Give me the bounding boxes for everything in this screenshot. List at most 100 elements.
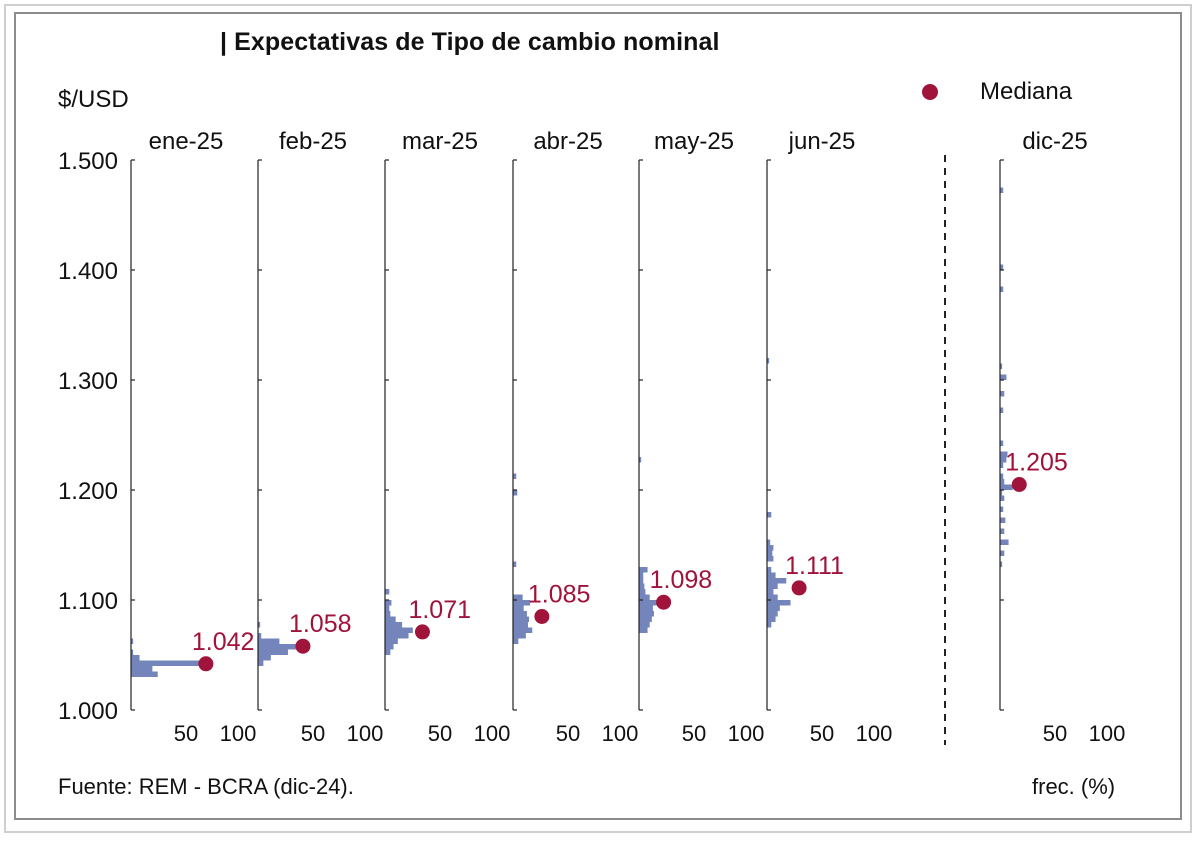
- y-tick-label: 1.300: [58, 368, 118, 395]
- legend-median-marker: [922, 84, 938, 100]
- histogram-bar: [639, 594, 650, 600]
- y-axis-label: $/USD: [58, 86, 129, 113]
- histogram-bar: [258, 638, 280, 644]
- x-tick-label: 100: [602, 721, 639, 746]
- histogram-bar: [767, 358, 770, 364]
- histogram-bar: [767, 578, 787, 584]
- median-label: 1.042: [192, 628, 255, 656]
- histogram-bar: [513, 561, 517, 567]
- histogram-bar: [767, 600, 791, 606]
- histogram-bar: [1000, 506, 1004, 512]
- histogram-bar: [258, 660, 264, 666]
- histogram-bar: [639, 567, 648, 573]
- histogram-bar: [258, 633, 262, 639]
- histogram-bar: [767, 512, 772, 518]
- histogram-bar: [639, 605, 653, 611]
- histogram-bar: [1000, 457, 1007, 463]
- panel-title: feb-25: [279, 128, 347, 155]
- histogram-bar: [513, 473, 517, 479]
- histogram-bar: [385, 627, 413, 633]
- y-tick-label: 1.500: [58, 148, 118, 175]
- y-tick-label: 1.000: [58, 698, 118, 725]
- histogram-bar: [1000, 363, 1003, 369]
- histogram-bar: [1000, 528, 1005, 534]
- histogram-bar: [131, 655, 140, 661]
- histogram-bar: [258, 622, 261, 628]
- histogram-bar: [767, 572, 776, 578]
- median-point: [791, 580, 807, 596]
- median-point: [534, 609, 550, 624]
- histogram-bar: [1000, 517, 1006, 523]
- histogram-bar: [513, 594, 523, 600]
- histogram-bar: [639, 572, 644, 578]
- histogram-bar: [385, 616, 396, 622]
- median-label: 1.085: [528, 581, 591, 609]
- histogram-bar: [513, 622, 528, 628]
- chart-title: | Expectativas de Tipo de cambio nominal: [220, 28, 720, 56]
- x-tick-label: 50: [682, 721, 706, 746]
- x-tick-label: 50: [1043, 721, 1067, 746]
- histogram-bar: [639, 589, 646, 595]
- histogram-bar: [1000, 484, 1013, 490]
- x-tick-label: 100: [856, 721, 893, 746]
- median-point: [295, 638, 311, 654]
- legend-median-label: Mediana: [980, 78, 1073, 105]
- histogram-bar: [513, 490, 518, 496]
- histogram-bar: [1000, 407, 1004, 413]
- histogram-bar: [639, 583, 645, 589]
- outer-frame: [4, 4, 1192, 833]
- x-tick-label: 50: [556, 721, 580, 746]
- y-tick-label: 1.200: [58, 478, 118, 505]
- median-label: 1.071: [408, 596, 471, 624]
- histogram-bar: [258, 649, 288, 655]
- histogram-bar: [1000, 187, 1004, 193]
- histogram-bar: [513, 633, 526, 639]
- histogram-bar: [767, 583, 778, 589]
- histogram-bar: [767, 550, 773, 556]
- histogram-bar: [131, 638, 134, 644]
- panel-title: may-25: [654, 128, 734, 155]
- histogram-bar: [385, 638, 398, 644]
- panel-title: ene-25: [149, 128, 224, 155]
- histogram-bar: [767, 567, 772, 573]
- x-tick-label: 100: [220, 721, 257, 746]
- source-note: Fuente: REM - BCRA (dic-24).: [58, 774, 354, 799]
- histogram-bar: [1000, 451, 1008, 457]
- x-tick-label: 100: [1089, 721, 1126, 746]
- histogram-bar: [639, 627, 648, 633]
- y-tick-label: 1.100: [58, 588, 118, 615]
- histogram-bar: [1000, 286, 1004, 292]
- histogram-bar: [639, 616, 652, 622]
- histogram-bar: [767, 605, 780, 611]
- histogram-bar: [513, 616, 530, 622]
- median-label: 1.098: [650, 566, 713, 594]
- histogram-bar: [767, 622, 772, 628]
- histogram-bar: [513, 638, 519, 644]
- panel-title: dic-25: [1022, 128, 1087, 155]
- histogram-bar: [131, 660, 204, 666]
- histogram-bar: [513, 605, 524, 611]
- median-point: [1011, 477, 1027, 492]
- panel-title: mar-25: [402, 128, 478, 155]
- histogram-bar: [639, 600, 661, 606]
- histogram-bar: [1000, 440, 1004, 446]
- histogram-bar: [1000, 391, 1005, 397]
- histogram-bar: [513, 600, 531, 606]
- histogram-bar: [767, 545, 774, 551]
- histogram-bar: [1000, 462, 1004, 468]
- histogram-bar: [1000, 550, 1005, 556]
- x-tick-label: 50: [174, 721, 198, 746]
- histogram-bar: [1000, 479, 1005, 485]
- histogram-bar: [1000, 490, 1003, 496]
- histogram-bar: [767, 616, 776, 622]
- median-point: [656, 594, 672, 610]
- median-label: 1.111: [785, 552, 844, 580]
- histogram-bar: [1000, 539, 1009, 545]
- histogram-bar: [385, 611, 391, 617]
- histogram-bar: [1000, 374, 1007, 380]
- histogram-bar: [767, 589, 774, 595]
- x-tick-label: 50: [810, 721, 834, 746]
- histogram-bar: [385, 622, 403, 628]
- chart-frame: [14, 12, 1182, 820]
